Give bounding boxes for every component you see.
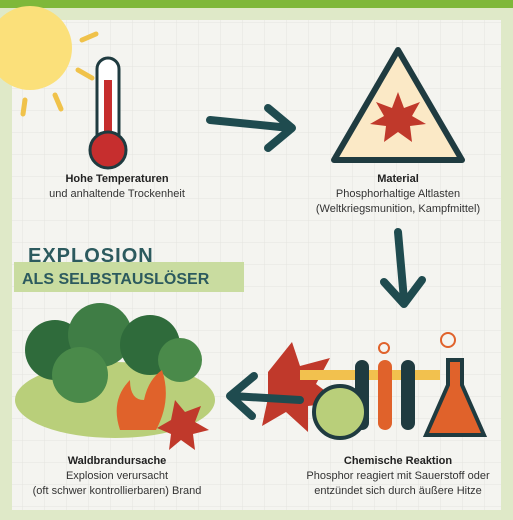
node-text: Explosion verursacht	[66, 470, 168, 482]
tube	[401, 360, 415, 430]
node-text: (oft schwer kontrollierbaren) Brand	[33, 485, 202, 497]
thermo-bulb	[90, 132, 126, 168]
node-text: Phosphorhaltige Altlasten	[336, 188, 460, 200]
node-title: Hohe Temperaturen	[65, 173, 168, 185]
node-text: entzündet sich durch äußere Hitze	[314, 485, 482, 497]
top-bar	[0, 0, 513, 8]
tube	[378, 360, 392, 430]
node-title: Chemische Reaktion	[344, 455, 452, 467]
tree	[52, 347, 108, 403]
node-title: Waldbrandursache	[68, 455, 167, 467]
heading-line1: EXPLOSION	[28, 245, 154, 267]
node-text: Phosphor reagiert mit Sauerstoff oder	[306, 470, 490, 482]
infographic: EXPLOSION ALS SELBSTAUSLÖSER Hohe Temper…	[0, 0, 513, 520]
heading-line2: ALS SELBSTAUSLÖSER	[22, 269, 210, 288]
node-text: und anhaltende Trockenheit	[49, 188, 185, 200]
node-text: (Weltkriegsmunition, Kampfmittel)	[316, 203, 480, 215]
flask-round	[314, 386, 366, 438]
rack	[300, 370, 440, 380]
tree	[158, 338, 202, 382]
node-title: Material	[377, 173, 419, 185]
